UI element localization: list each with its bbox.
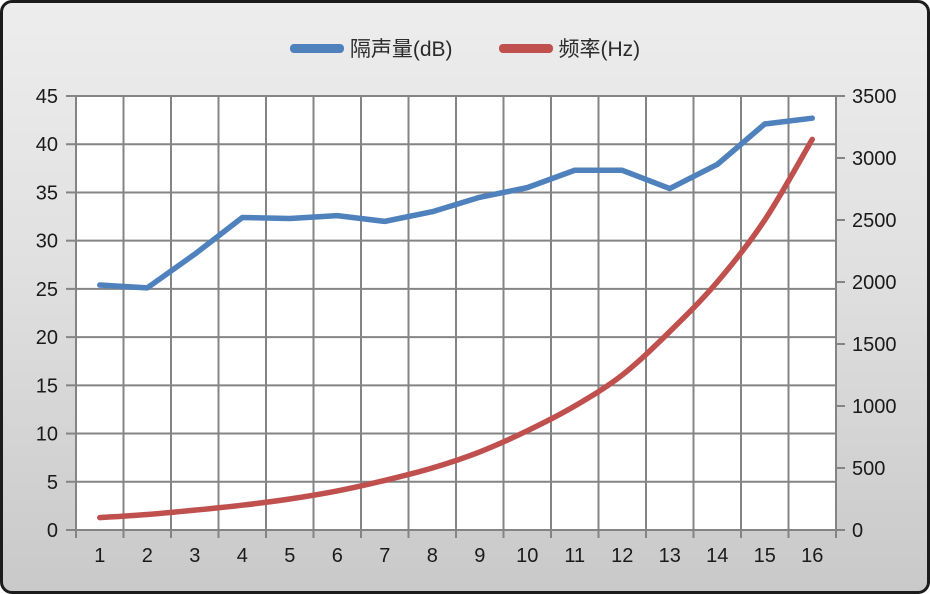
right-axis-tick-label: 3500	[852, 86, 897, 108]
x-axis-tick-label: 8	[427, 545, 438, 567]
left-axis-tick-label: 0	[47, 520, 58, 542]
x-axis-tick-label: 5	[284, 545, 295, 567]
legend-label-frequency: 频率(Hz)	[558, 38, 641, 61]
left-axis-tick-label: 15	[36, 375, 58, 397]
legend-item-frequency: 频率(Hz)	[498, 33, 641, 63]
left-axis-tick-label: 10	[36, 424, 58, 446]
x-axis-tick-label: 1	[94, 545, 105, 567]
x-axis-tick-label: 11	[564, 545, 585, 567]
legend-swatch-frequency-line	[498, 43, 553, 53]
x-axis-tick-label: 4	[237, 545, 248, 567]
right-axis-tick-label: 0	[852, 520, 863, 542]
right-axis-tick-label: 1000	[852, 396, 897, 418]
left-axis-tick-label: 30	[36, 231, 58, 253]
x-axis-tick-label: 16	[801, 545, 823, 567]
series-line-insulation	[97, 115, 815, 291]
x-axis-tick-label: 7	[379, 545, 390, 567]
left-axis-tick-label: 35	[36, 182, 58, 204]
x-axis-tick-label: 13	[659, 545, 681, 567]
right-axis-tick-label: 500	[852, 458, 885, 480]
x-axis-tick-label: 10	[516, 545, 538, 567]
x-axis-tick-label: 9	[474, 545, 485, 567]
plot-area: 0510152025303540450500100015002000250030…	[36, 86, 897, 567]
left-axis-tick-label: 5	[47, 472, 58, 494]
left-axis-tick-label: 25	[36, 279, 58, 301]
chart-legend: 隔声量(dB) 频率(Hz)	[3, 33, 927, 63]
legend-item-insulation: 隔声量(dB)	[289, 33, 453, 63]
x-axis-tick-label: 14	[706, 545, 728, 567]
x-axis-tick-label: 15	[754, 545, 776, 567]
left-axis-tick-label: 45	[36, 86, 58, 108]
left-axis-tick-label: 20	[36, 327, 58, 349]
x-axis-tick-label: 6	[332, 545, 343, 567]
right-axis-tick-label: 1500	[852, 334, 897, 356]
x-axis-tick-label: 12	[611, 545, 633, 567]
legend-swatch-insulation-line	[289, 43, 344, 53]
right-axis-tick-label: 2000	[852, 272, 897, 294]
left-axis-tick-label: 40	[36, 134, 58, 156]
x-axis-tick-label: 3	[189, 545, 200, 567]
right-axis-tick-label: 3000	[852, 148, 897, 170]
right-axis-tick-label: 2500	[852, 210, 897, 232]
series-line-frequency	[97, 136, 815, 521]
x-axis-tick-label: 2	[142, 545, 153, 567]
legend-label-insulation: 隔声量(dB)	[349, 38, 453, 61]
axis-tick-labels: 0510152025303540450500100015002000250030…	[36, 86, 897, 567]
